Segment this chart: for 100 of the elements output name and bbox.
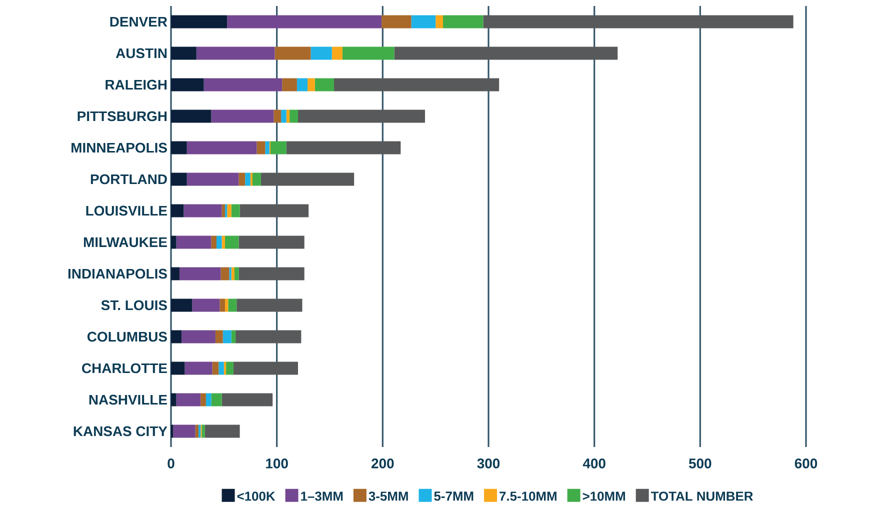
bar — [228, 298, 237, 312]
bar — [483, 15, 794, 28]
bar — [227, 204, 232, 218]
bar — [176, 393, 201, 406]
y-tick-label: PITTSBURGH — [78, 111, 167, 122]
bar — [298, 110, 426, 123]
bar — [265, 141, 270, 154]
y-tick-label: DENVER — [110, 16, 168, 27]
x-tick-label: 600 — [794, 458, 818, 468]
y-tick-label: PORTLAND — [90, 174, 167, 184]
bar — [171, 110, 212, 123]
bar — [226, 362, 234, 375]
bar — [238, 236, 304, 249]
bar — [443, 15, 484, 28]
bar — [308, 78, 315, 92]
bar — [282, 78, 297, 92]
bar — [332, 46, 342, 60]
bar — [204, 424, 240, 438]
bar — [342, 46, 394, 60]
bar — [310, 46, 332, 60]
bar — [186, 172, 239, 186]
bar — [394, 46, 618, 60]
x-tick-label: 0 — [168, 458, 174, 468]
bar — [238, 172, 246, 186]
bar — [204, 78, 282, 92]
y-tick-label: RALEIGH — [106, 80, 167, 90]
bar — [256, 141, 266, 154]
bar — [184, 362, 212, 375]
bar — [171, 298, 192, 312]
bar — [171, 204, 184, 218]
bar — [270, 141, 286, 154]
bar — [240, 204, 309, 218]
bar — [224, 236, 239, 249]
bar — [314, 78, 334, 92]
bar — [245, 172, 250, 186]
y-tick-label: CHARLOTTE — [82, 363, 167, 374]
bar — [171, 78, 204, 92]
bar — [171, 393, 176, 406]
bar — [286, 110, 290, 123]
bar — [274, 46, 311, 60]
x-tick-label: 400 — [582, 458, 606, 468]
bar — [200, 393, 206, 406]
bar — [231, 267, 235, 280]
bar — [176, 236, 212, 249]
bar — [171, 362, 185, 375]
bar — [173, 424, 196, 438]
y-tick-label: NASHVILLE — [89, 394, 167, 405]
x-tick-label: 200 — [372, 458, 394, 468]
bar — [186, 141, 257, 154]
bar — [234, 267, 239, 280]
bar — [411, 15, 436, 28]
bar — [184, 204, 222, 218]
bar — [222, 236, 225, 249]
y-tick-label: INDIANAPOLIS — [68, 268, 167, 279]
y-tick-label: ST. LOUIS — [101, 300, 167, 310]
bar — [171, 172, 187, 186]
bar — [252, 172, 261, 186]
bar — [171, 330, 182, 344]
x-tick-label: 300 — [477, 458, 500, 468]
bar — [171, 267, 180, 280]
bar — [212, 362, 219, 375]
y-tick-label: AUSTIN — [116, 48, 167, 58]
bar — [216, 236, 222, 249]
bar — [218, 362, 224, 375]
bar — [222, 330, 232, 344]
y-tick-label: KANSAS CITY — [74, 426, 168, 436]
legend-label: 3-5MM — [368, 492, 408, 501]
bar — [233, 362, 298, 375]
y-tick-label: MINNEAPOLIS — [72, 142, 167, 153]
bar — [260, 172, 354, 186]
bar — [231, 330, 236, 344]
bar — [206, 393, 212, 406]
bar — [290, 110, 298, 123]
bar — [220, 267, 230, 280]
bar — [171, 46, 196, 60]
bar — [224, 362, 226, 375]
legend-label: 7.5-10MM — [500, 492, 556, 501]
legend-label: TOTAL NUMBER — [650, 492, 753, 501]
bar — [202, 424, 205, 438]
bar — [211, 110, 274, 123]
x-tick-label: 100 — [266, 458, 288, 468]
y-tick-label: MILWAUKEE — [84, 237, 167, 248]
bar — [220, 298, 225, 312]
bar — [224, 204, 228, 218]
bar — [436, 15, 443, 28]
bar — [281, 110, 286, 123]
x-tick-label: 500 — [688, 458, 712, 468]
legend-label: >10MM — [582, 492, 625, 501]
legend-label: 1–3MM — [301, 492, 343, 501]
legend-label: <100K — [237, 492, 276, 501]
y-tick-label: LOUISVILLE — [86, 206, 167, 216]
bar — [222, 393, 273, 406]
bar — [211, 236, 217, 249]
bar — [196, 46, 275, 60]
bar — [222, 204, 225, 218]
bar — [171, 141, 187, 154]
bar — [192, 298, 220, 312]
y-tick-label: COLUMBUS — [87, 332, 167, 342]
bar — [224, 298, 228, 312]
bar — [296, 78, 308, 92]
